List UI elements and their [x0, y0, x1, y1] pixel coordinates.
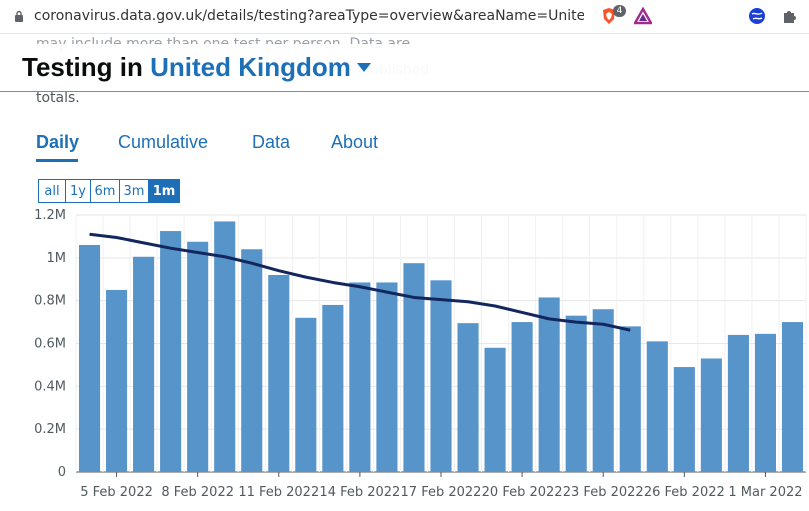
chart-bar[interactable] [538, 297, 560, 472]
rolling-average-line [89, 232, 631, 332]
tab-data[interactable]: Data [252, 132, 291, 152]
chart-bar[interactable] [781, 322, 804, 472]
chart-bar[interactable] [619, 326, 641, 472]
range-3m-button[interactable]: 3m [119, 179, 149, 203]
browser-address-bar[interactable]: coronavirus.data.gov.uk/details/testing?… [0, 0, 809, 34]
chart-bar[interactable] [349, 282, 371, 472]
active-tab-underline [36, 159, 78, 162]
chart-bar[interactable] [106, 289, 128, 472]
x-tick-label: 26 Feb 2022 [644, 485, 725, 500]
puzzle-extensions-icon[interactable] [781, 7, 799, 25]
x-tick-label: 11 Feb 2022 [238, 485, 319, 500]
chart-bar[interactable] [403, 263, 425, 472]
chart-bar[interactable] [241, 249, 263, 472]
x-tick-label: 14 Feb 2022 [319, 485, 400, 500]
brave-rewards-icon[interactable] [634, 7, 652, 25]
chart-bar[interactable] [78, 244, 101, 472]
tab-cumulative[interactable]: Cumulative [118, 132, 209, 152]
y-tick-label: 0 [58, 465, 66, 480]
range-1y-button[interactable]: 1y [65, 179, 91, 203]
chart-bar[interactable] [268, 274, 290, 472]
x-tick-label: 5 Feb 2022 [80, 485, 153, 500]
area-selector[interactable]: United Kingdom [150, 52, 371, 82]
caret-down-icon[interactable] [356, 62, 371, 72]
y-tick-label: 0.6M [34, 337, 66, 352]
y-tick-label: 0.8M [34, 294, 66, 309]
brave-shield-icon[interactable] [600, 7, 618, 25]
chart-bar[interactable] [133, 256, 155, 472]
page-title: Testing in United Kingdom [22, 52, 371, 83]
chart-bar[interactable] [592, 309, 614, 472]
chart-bar[interactable] [187, 241, 209, 472]
x-tick-label: 8 Feb 2022 [161, 485, 234, 500]
x-tick-label: 17 Feb 2022 [401, 485, 482, 500]
range-1m-button[interactable]: 1m [148, 179, 180, 203]
daily-tests-chart: 0 0.2M 0.4M 0.6M 0.8M 1M 1.2M 5 Feb 2022 8 Feb 2… [34, 208, 807, 500]
time-range-selector: all 1y 6m 3m 1m [38, 179, 180, 203]
y-tick-label: 0.4M [34, 379, 66, 394]
tab-daily[interactable]: Daily [36, 132, 80, 152]
chart-bar[interactable] [214, 221, 236, 472]
y-tick-label: 1.2M [34, 208, 66, 223]
chart-bar[interactable] [430, 280, 452, 472]
area-name[interactable]: United Kingdom [150, 52, 351, 82]
chart-bar[interactable] [457, 323, 479, 472]
chart-bar[interactable] [727, 334, 749, 472]
x-tick-label: 1 Mar 2022 [728, 485, 802, 500]
tab-about[interactable]: About [331, 132, 379, 152]
sticky-header: Testing in United Kingdom [0, 44, 809, 92]
chart-bars [78, 221, 804, 472]
chart-bar[interactable] [484, 347, 506, 472]
chart-bar[interactable] [700, 358, 722, 472]
globe-extension-icon[interactable] [748, 7, 766, 25]
chart-bar[interactable] [295, 317, 317, 472]
chart-bar[interactable] [322, 304, 344, 472]
scrolled-description-line: totals. [36, 90, 80, 106]
chart-average-line [89, 232, 631, 332]
range-6m-button[interactable]: 6m [90, 179, 120, 203]
y-tick-label: 0.2M [34, 422, 66, 437]
chart-bar[interactable] [511, 322, 533, 472]
lock-icon [15, 10, 23, 22]
chart-bar[interactable] [160, 231, 182, 472]
x-tick-label: 23 Feb 2022 [563, 485, 644, 500]
y-tick-label: 1M [47, 251, 67, 266]
x-tick-label: 20 Feb 2022 [482, 485, 563, 500]
chart-bar[interactable] [376, 282, 398, 472]
chart-bar[interactable] [565, 315, 587, 472]
page-title-prefix: Testing in [22, 52, 143, 82]
chart-bar[interactable] [646, 341, 668, 472]
extension-badge: 4 [613, 5, 626, 17]
chart-bar[interactable] [754, 333, 776, 472]
chart-bar[interactable] [673, 367, 695, 472]
chart-axes: 0 0.2M 0.4M 0.6M 0.8M 1M 1.2M 5 Feb 2022 8 Feb 2… [34, 208, 802, 500]
range-all-button[interactable]: all [38, 179, 66, 203]
url-text[interactable]: coronavirus.data.gov.uk/details/testing?… [34, 8, 584, 24]
